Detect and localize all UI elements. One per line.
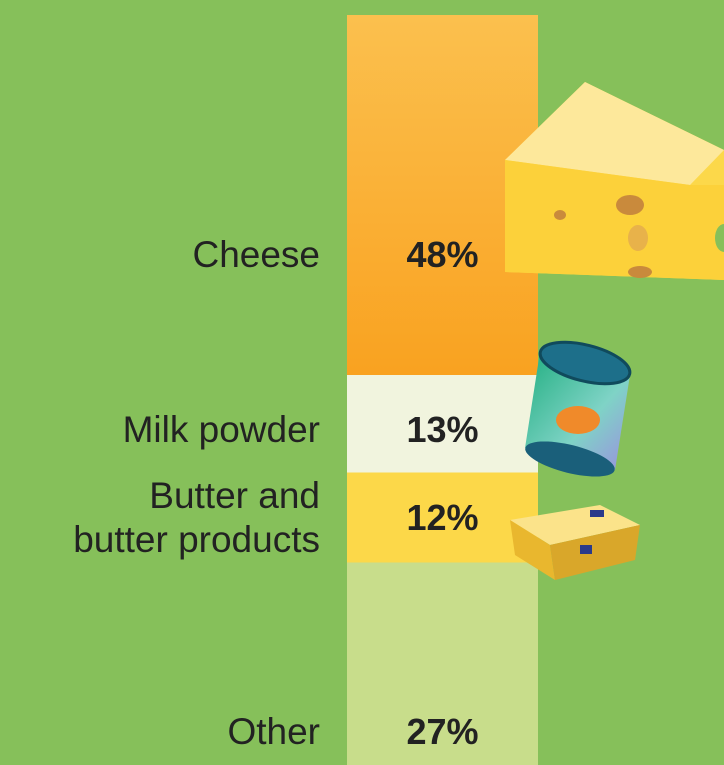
- category-label: Butter and butter products: [73, 475, 320, 560]
- bar-segment: [347, 562, 538, 765]
- cheese-icon: [505, 82, 724, 280]
- category-label: Cheese: [192, 234, 320, 275]
- butter-icon: [510, 505, 640, 580]
- bar-segment: [347, 375, 538, 473]
- value-label: 48%: [406, 234, 479, 275]
- value-label: 13%: [406, 409, 479, 450]
- value-label: 12%: [406, 497, 479, 538]
- value-label: 27%: [406, 711, 479, 752]
- can-icon: [525, 340, 632, 477]
- bar-segment: [347, 472, 538, 563]
- category-label: Milk powder: [122, 409, 320, 450]
- category-label: Other: [227, 711, 320, 752]
